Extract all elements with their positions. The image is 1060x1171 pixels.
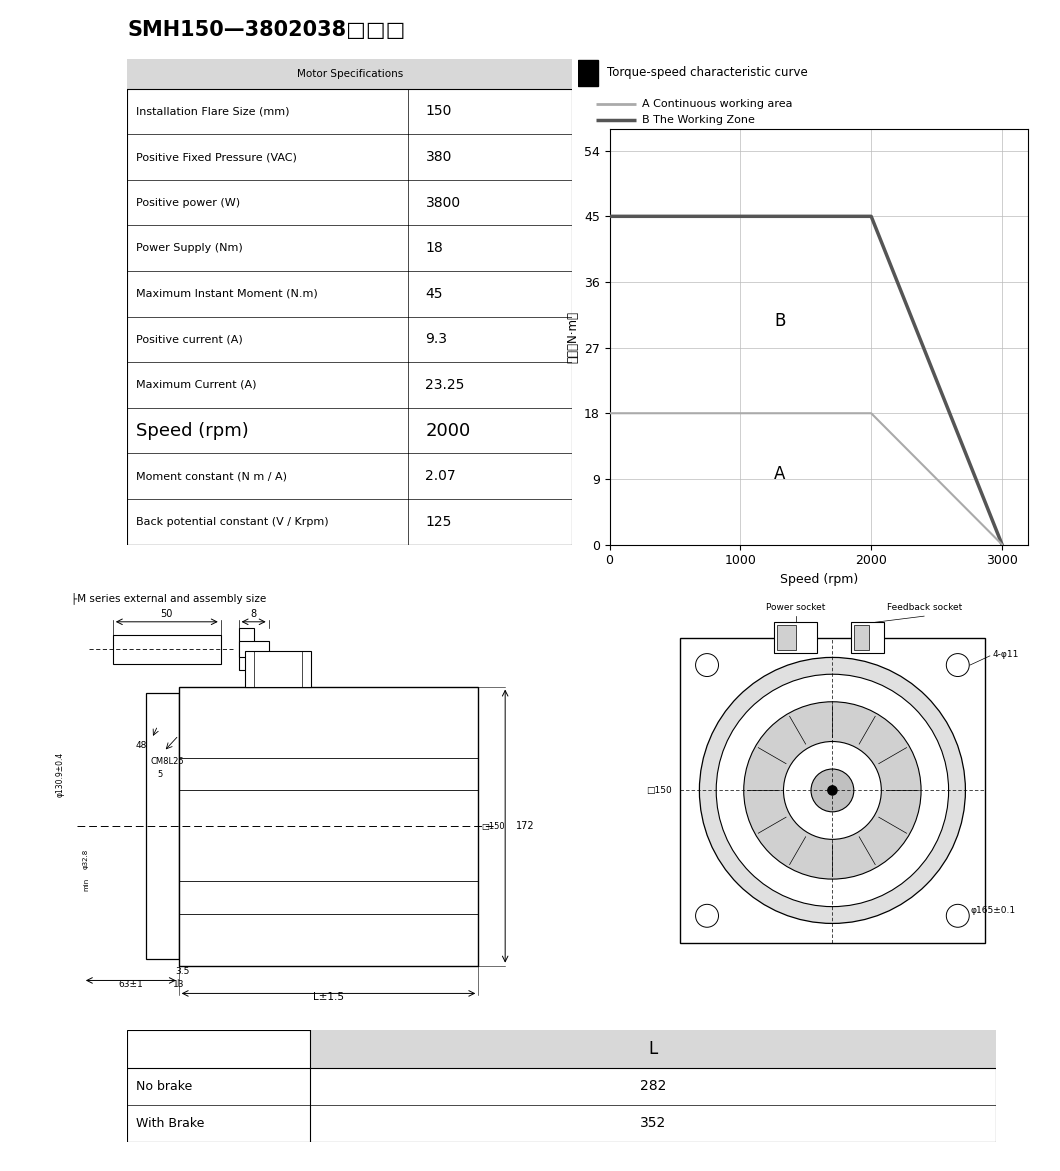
Bar	[774, 622, 817, 652]
Text: φ130.9±0.4: φ130.9±0.4	[56, 752, 65, 796]
Text: Installation Flare Size (mm): Installation Flare Size (mm)	[136, 107, 289, 116]
Text: 352: 352	[640, 1116, 666, 1130]
Circle shape	[824, 884, 841, 902]
Text: Power socket: Power socket	[766, 603, 826, 612]
Text: □150: □150	[481, 822, 505, 830]
Text: 48: 48	[136, 741, 147, 751]
Text: B The Working Zone: B The Working Zone	[642, 115, 755, 124]
Text: 23.25: 23.25	[425, 378, 465, 392]
Circle shape	[717, 674, 949, 906]
Circle shape	[752, 710, 768, 726]
Bar	[310, 1030, 996, 1068]
Text: φ32.8: φ32.8	[83, 849, 89, 869]
Text: Maximum Instant Moment (N.m): Maximum Instant Moment (N.m)	[136, 289, 318, 299]
Bar	[777, 625, 796, 650]
Text: 45: 45	[425, 287, 443, 301]
Text: A: A	[774, 465, 785, 482]
Text: SMH150—3802038□□□: SMH150—3802038□□□	[127, 20, 406, 41]
Text: 5: 5	[158, 771, 163, 780]
Bar	[179, 686, 478, 966]
Text: 63±1: 63±1	[119, 980, 143, 989]
Circle shape	[828, 786, 837, 795]
Text: 2.07: 2.07	[425, 470, 456, 484]
Bar	[853, 625, 869, 650]
Circle shape	[824, 679, 841, 697]
Circle shape	[722, 782, 739, 799]
Bar	[112, 635, 220, 664]
Circle shape	[897, 855, 914, 871]
Text: L: L	[649, 1040, 657, 1059]
Text: 282: 282	[640, 1080, 667, 1093]
Text: Moment constant (N m / A): Moment constant (N m / A)	[136, 471, 287, 481]
Text: L±1.5: L±1.5	[313, 992, 344, 1002]
Text: Speed (rpm): Speed (rpm)	[136, 422, 249, 439]
Text: Positive current (A): Positive current (A)	[136, 335, 243, 344]
Text: 2000: 2000	[425, 422, 471, 439]
Circle shape	[700, 657, 966, 924]
Text: |: |	[176, 979, 178, 986]
Text: 172: 172	[516, 821, 534, 831]
Text: 380: 380	[425, 150, 452, 164]
Text: Motor Specifications: Motor Specifications	[297, 69, 403, 78]
Y-axis label: 转矩（N·m）: 转矩（N·m）	[567, 310, 580, 363]
Text: Back potential constant (V / Krpm): Back potential constant (V / Krpm)	[136, 516, 329, 527]
Text: ├M series external and assembly size: ├M series external and assembly size	[71, 593, 266, 604]
Text: 13: 13	[173, 980, 184, 989]
Text: 50: 50	[161, 609, 173, 618]
Text: B: B	[774, 311, 785, 330]
Text: Feedback socket: Feedback socket	[886, 603, 961, 612]
Text: With Brake: With Brake	[136, 1117, 205, 1130]
Text: 3800: 3800	[425, 196, 461, 210]
Bar	[238, 629, 253, 671]
Bar	[578, 60, 598, 85]
Text: 4-φ11: 4-φ11	[993, 650, 1020, 659]
Text: Torque-speed characteristic curve: Torque-speed characteristic curve	[606, 67, 808, 80]
Text: φ165±0.1: φ165±0.1	[970, 905, 1015, 915]
Text: 18: 18	[425, 241, 443, 255]
Circle shape	[695, 653, 719, 677]
Bar	[127, 59, 572, 89]
Text: CM8L25: CM8L25	[151, 758, 183, 767]
Text: □150: □150	[646, 786, 672, 795]
Text: Maximum Current (A): Maximum Current (A)	[136, 379, 257, 390]
Circle shape	[947, 904, 969, 927]
Text: A Continuous working area: A Continuous working area	[642, 98, 793, 109]
Text: Power Supply (Nm): Power Supply (Nm)	[136, 244, 243, 253]
Text: 125: 125	[425, 515, 452, 529]
Bar	[851, 622, 884, 652]
Circle shape	[811, 769, 853, 812]
Circle shape	[947, 653, 969, 677]
Bar	[245, 651, 311, 686]
Circle shape	[695, 904, 719, 927]
Bar	[146, 693, 179, 959]
Text: 150: 150	[425, 104, 452, 118]
Circle shape	[752, 855, 768, 871]
Text: 9.3: 9.3	[425, 333, 447, 347]
Text: 8: 8	[250, 609, 257, 618]
Text: Positive Fixed Pressure (VAC): Positive Fixed Pressure (VAC)	[136, 152, 297, 162]
Bar	[238, 642, 268, 657]
Circle shape	[897, 710, 914, 726]
Text: min: min	[83, 878, 89, 891]
Text: Positive power (W): Positive power (W)	[136, 198, 241, 207]
Circle shape	[926, 782, 943, 799]
Text: 3.5: 3.5	[176, 967, 190, 975]
Bar	[679, 637, 986, 944]
Text: No brake: No brake	[136, 1080, 192, 1093]
Circle shape	[783, 741, 881, 840]
Circle shape	[744, 701, 921, 879]
X-axis label: Speed (rpm): Speed (rpm)	[780, 573, 858, 586]
